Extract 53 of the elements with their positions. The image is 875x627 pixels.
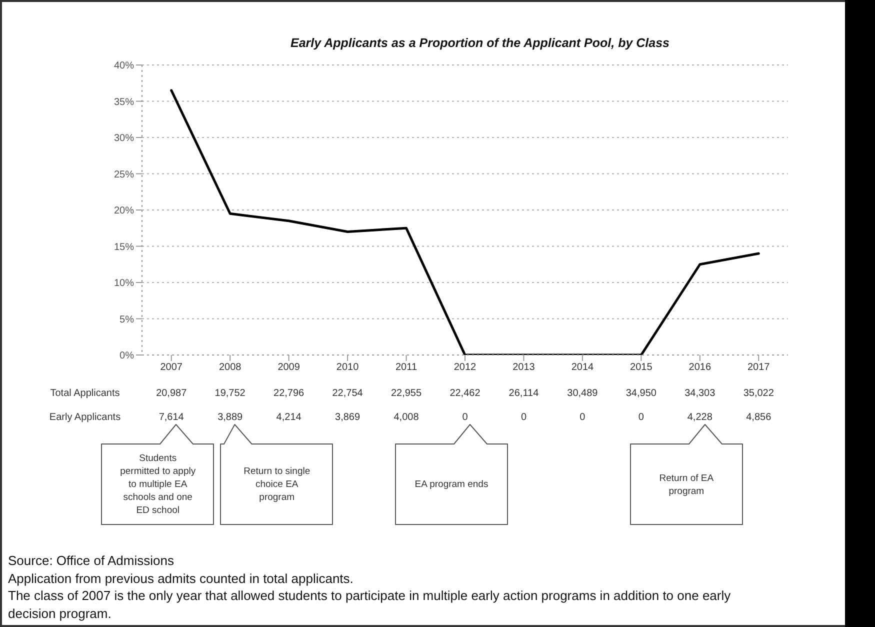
- line-series: [170, 89, 760, 355]
- text: 35,022: [742, 387, 775, 401]
- text: The class of 2007 is the only year that allowed students to participate in multiple early action programs in addition to one early decision program.: [8, 587, 732, 622]
- y-tick-label: 30%: [114, 133, 134, 144]
- text: 20,987: [155, 387, 188, 401]
- y-tick-label: 35%: [114, 96, 134, 108]
- text: 4,214: [275, 411, 302, 425]
- x-tick-label: 2016: [688, 362, 712, 374]
- y-tick-label: 5%: [120, 314, 134, 326]
- text: Application from previous admits counted in total applicants.: [8, 570, 354, 587]
- y-tick-label: 0%: [120, 350, 134, 362]
- x-tick-label: 2011: [396, 362, 418, 374]
- x-tick-label: 2008: [218, 362, 242, 374]
- text: 7,614: [158, 411, 185, 425]
- text: Return to single choice EA program: [242, 465, 312, 504]
- text: Early Applicants: [48, 411, 122, 425]
- text: 22,462: [448, 387, 482, 401]
- text: 4,856: [745, 411, 772, 425]
- text: 34,950: [624, 387, 658, 401]
- x-tick-label: 2015: [630, 362, 653, 374]
- text: 34,303: [684, 387, 716, 401]
- text: Students permitted to apply to multiple EA schools and one ED school: [119, 452, 197, 517]
- text: 0: [461, 411, 469, 425]
- text: 19,752: [214, 387, 246, 401]
- text: 4,228: [686, 411, 714, 425]
- text: 0: [637, 411, 645, 425]
- text: 26,114: [508, 387, 540, 401]
- text: 22,955: [390, 387, 423, 401]
- text: 30,489: [566, 387, 599, 401]
- x-tick-label: 2009: [278, 362, 300, 374]
- y-tick-label: 15%: [114, 242, 134, 253]
- x-tick-label: 2012: [454, 362, 477, 374]
- y-tick-label: 20%: [114, 206, 134, 217]
- text: 3,889: [216, 411, 244, 425]
- x-tick-label: 2013: [512, 362, 536, 374]
- text: Return of EA program: [658, 472, 715, 498]
- text: 22,796: [272, 387, 306, 401]
- text: 0: [578, 411, 586, 425]
- source-note: Source: Office of Admissions: [8, 552, 175, 570]
- y-tick-label: 25%: [114, 169, 134, 180]
- x-tick-label: 2014: [571, 362, 594, 374]
- text: 4,008: [392, 411, 420, 425]
- y-tick-label: 10%: [114, 278, 134, 290]
- x-tick-label: 2007: [160, 362, 183, 374]
- y-tick-label: 40%: [114, 60, 134, 72]
- x-tick-label: 2010: [336, 362, 360, 374]
- text: 0: [520, 411, 528, 425]
- text: 3,869: [334, 411, 362, 425]
- text: Total Applicants: [49, 387, 121, 401]
- x-tick-label: 2017: [748, 362, 770, 374]
- chart-title: Early Applicants as a Proportion of the Applicant Pool, by Class: [289, 36, 670, 50]
- text: 22,754: [331, 387, 364, 401]
- text: EA program ends: [414, 478, 488, 491]
